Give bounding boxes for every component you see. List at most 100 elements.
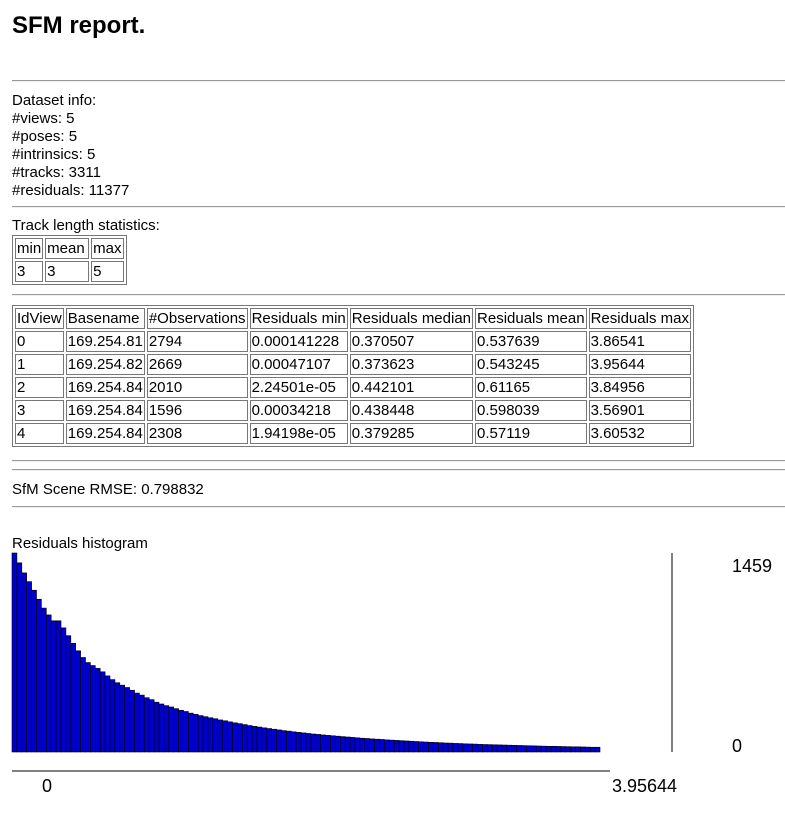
histogram-bar: [45, 614, 52, 753]
histogram-bar: [60, 627, 67, 753]
table-cell: 3.60532: [588, 423, 691, 444]
histogram-bar: [540, 745, 547, 753]
histogram-bar: [310, 733, 317, 753]
histogram-bar: [437, 742, 444, 753]
histogram-bar: [560, 746, 566, 753]
histogram-bar: [384, 739, 390, 753]
table-row: 3 3 5: [15, 261, 124, 282]
table-header-cell: min: [15, 238, 44, 259]
histogram-bar: [413, 741, 419, 753]
histogram-bar: [207, 717, 214, 753]
table-cell: 3: [45, 261, 90, 282]
histogram-bar: [21, 572, 27, 753]
table-cell: 169.254.84: [65, 377, 145, 398]
histogram-bar: [398, 740, 405, 753]
table-cell: 0.373623: [349, 354, 474, 375]
table-cell: 169.254.84: [65, 423, 145, 444]
histogram-bar: [511, 745, 517, 753]
dataset-info-header: Dataset info:: [12, 92, 97, 109]
histogram-bar: [374, 738, 380, 753]
histogram-bar: [393, 740, 400, 753]
histogram-bar: [584, 746, 591, 753]
histogram-bar: [222, 720, 228, 753]
table-row: 1 169.254.82 2669 0.00047107 0.373623 0.54324…: [15, 354, 691, 375]
table-cell: 3.95644: [588, 354, 691, 375]
histogram-bar: [134, 692, 140, 753]
histogram-bar: [26, 581, 32, 753]
histogram-bar: [354, 737, 361, 753]
histogram-bar: [531, 745, 537, 753]
histogram-bar: [379, 739, 385, 753]
table-cell: 1.94198e-05: [249, 423, 348, 444]
table-header-row: IdView Basename #Observations Residuals min…: [15, 308, 691, 329]
histogram-bar: [501, 744, 508, 753]
histogram-bar: [109, 679, 116, 753]
histogram-bar: [359, 737, 366, 753]
histogram-bar: [237, 723, 243, 753]
divider: [12, 206, 785, 208]
histogram-bar: [251, 726, 258, 753]
histogram-bar: [212, 718, 219, 753]
histogram-bar: [163, 705, 170, 753]
histogram-bar: [114, 682, 121, 753]
table-header-cell: IdView: [15, 308, 64, 329]
histogram-bar: [90, 665, 96, 753]
histogram-bar: [565, 746, 571, 753]
table-cell: 0.379285: [349, 423, 474, 444]
table-cell: 2010: [146, 377, 248, 398]
table-cell: 0.57119: [475, 423, 587, 444]
table-header-cell: max: [91, 238, 124, 259]
dataset-poses: #poses: 5: [12, 128, 78, 145]
histogram-bar: [575, 746, 581, 753]
histogram-bar: [276, 729, 282, 753]
histogram-bar: [261, 727, 268, 753]
histogram-bar: [197, 715, 204, 753]
histogram-bar: [506, 744, 513, 753]
table-header-cell: #Observations: [146, 308, 248, 329]
histogram-title: Residuals histogram: [12, 535, 148, 552]
table-cell: 0.61165: [475, 377, 587, 398]
histogram-bar: [570, 746, 576, 753]
histogram-bar: [85, 662, 91, 753]
table-cell: 2: [15, 377, 64, 398]
histogram-bar: [457, 743, 464, 753]
histogram-bar: [580, 746, 586, 753]
histogram-bar: [129, 689, 135, 753]
histogram-bar: [95, 668, 101, 753]
histogram-bar: [246, 725, 253, 753]
histogram-bar: [70, 642, 77, 753]
table-header-cell: Residuals median: [349, 308, 474, 329]
histogram-bar: [168, 706, 175, 753]
dataset-info: Dataset info: #views: 5 #poses: 5 #intri…: [12, 92, 129, 200]
histogram-bar: [388, 739, 395, 753]
histogram-bar: [242, 724, 248, 753]
histogram-bar: [545, 745, 552, 753]
views-table-container: IdView Basename #Observations Residuals min…: [12, 305, 694, 447]
table-cell: 169.254.82: [65, 354, 145, 375]
track-stats-header: Track length statistics:: [12, 217, 160, 234]
histogram-bar: [369, 738, 375, 753]
table-cell: 0.537639: [475, 331, 587, 352]
histogram-bar: [472, 743, 478, 753]
dataset-residuals: #residuals: 11377: [12, 182, 130, 199]
table-header-cell: mean: [45, 238, 90, 259]
table-header-cell: Basename: [65, 308, 145, 329]
histogram-bar: [477, 744, 483, 753]
x-tick-label: 0: [42, 776, 52, 796]
table-row: 4 169.254.84 2308 1.94198e-05 0.379285 0.5711…: [15, 423, 691, 444]
table-cell: 5: [91, 261, 124, 282]
track-stats-table: min mean max 3 3 5: [12, 235, 127, 285]
histogram-bar: [65, 635, 72, 753]
histogram-bar: [290, 731, 297, 753]
histogram-bar: [516, 745, 522, 753]
histogram-bar: [36, 598, 42, 753]
histogram-bar: [408, 740, 415, 753]
table-cell: 2308: [146, 423, 248, 444]
table-cell: 0.00034218: [249, 400, 348, 421]
table-cell: 1596: [146, 400, 248, 421]
table-row: 3 169.254.84 1596 0.00034218 0.438448 0.59803…: [15, 400, 691, 421]
histogram-bar: [418, 741, 424, 753]
table-header-cell: Residuals mean: [475, 308, 587, 329]
table-header-cell: Residuals min: [249, 308, 348, 329]
histogram-bar: [281, 730, 287, 753]
